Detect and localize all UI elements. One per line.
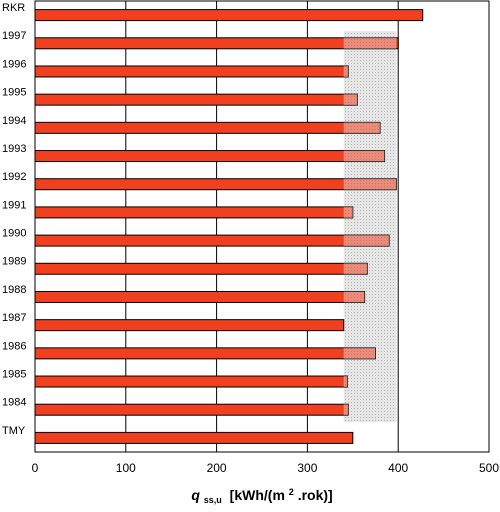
bar-band-overlay: [343, 150, 385, 162]
bar-band-overlay: [343, 291, 365, 303]
bar-1987: [34, 319, 345, 332]
category-label: RKR: [2, 2, 25, 14]
bar-band-overlay: [343, 347, 376, 359]
category-label: 1991: [2, 199, 26, 211]
x-tick-label: 0: [32, 461, 39, 475]
bar-band-overlay: [343, 235, 390, 247]
category-label: 1990: [2, 228, 26, 240]
bar-1986: [34, 347, 376, 360]
plot-frame: [34, 0, 490, 453]
bar-RKR: [34, 9, 424, 22]
category-label: 1997: [2, 30, 26, 42]
bar-1985: [34, 375, 348, 388]
bar-1992: [34, 178, 397, 191]
bar-band-overlay: [343, 122, 381, 134]
bar-1988: [34, 290, 366, 303]
bar-band-overlay: [343, 404, 349, 416]
category-label: 1995: [2, 87, 26, 99]
x-tick-label: 100: [116, 461, 136, 475]
category-label: 1985: [2, 368, 26, 380]
x-tick-label: 400: [388, 461, 408, 475]
bar-band-overlay: [343, 376, 348, 388]
bar-band-overlay: [343, 206, 353, 218]
bar-1989: [34, 262, 368, 275]
x-axis-subscript: ss,u: [204, 495, 222, 505]
bar-1991: [34, 206, 354, 219]
x-axis-symbol: q: [191, 487, 200, 503]
band-rect: [343, 31, 397, 422]
x-tick-label: 300: [297, 461, 317, 475]
bar-band-overlay: [343, 94, 358, 106]
bar-1996: [34, 65, 349, 78]
bar-1994: [34, 121, 381, 134]
category-label: 1994: [2, 115, 26, 127]
category-label: 1984: [2, 397, 26, 409]
category-label: 1993: [2, 143, 26, 155]
x-tick-labels: 0 100 200 300 400 500: [32, 461, 500, 475]
bar-band-overlay: [343, 37, 397, 49]
category-label: 1992: [2, 171, 26, 183]
bar-1995: [34, 93, 358, 106]
bar-TMY: [34, 431, 354, 444]
bar-1993: [34, 150, 386, 163]
bar-band-overlay: [343, 263, 368, 275]
category-label: 1988: [2, 284, 26, 296]
x-tick-label: 500: [479, 461, 499, 475]
category-labels: RKR 1997 1996 1995 1994 1993 1992 1991 1990 1989 1…: [2, 2, 26, 437]
x-axis-unit-sup: 2: [289, 487, 294, 497]
x-axis-unit-suffix: .rok)]: [298, 487, 333, 503]
category-label: TMY: [2, 425, 26, 437]
x-axis-unit-prefix: [kWh/(m: [230, 487, 285, 503]
category-label: 1996: [2, 58, 26, 70]
bar-1990: [34, 234, 390, 247]
bar-1984: [34, 403, 349, 416]
x-axis-title: q ss,u [kWh/(m 2 .rok)]: [191, 482, 332, 506]
bar-band-overlay: [343, 178, 397, 190]
bar-band-overlay: [343, 65, 349, 77]
x-tick-label: 200: [207, 461, 227, 475]
category-label: 1986: [2, 340, 26, 352]
category-label: 1989: [2, 256, 26, 268]
highlight-band: [343, 31, 397, 422]
band-overlay: [343, 37, 397, 416]
category-label: 1987: [2, 312, 26, 324]
